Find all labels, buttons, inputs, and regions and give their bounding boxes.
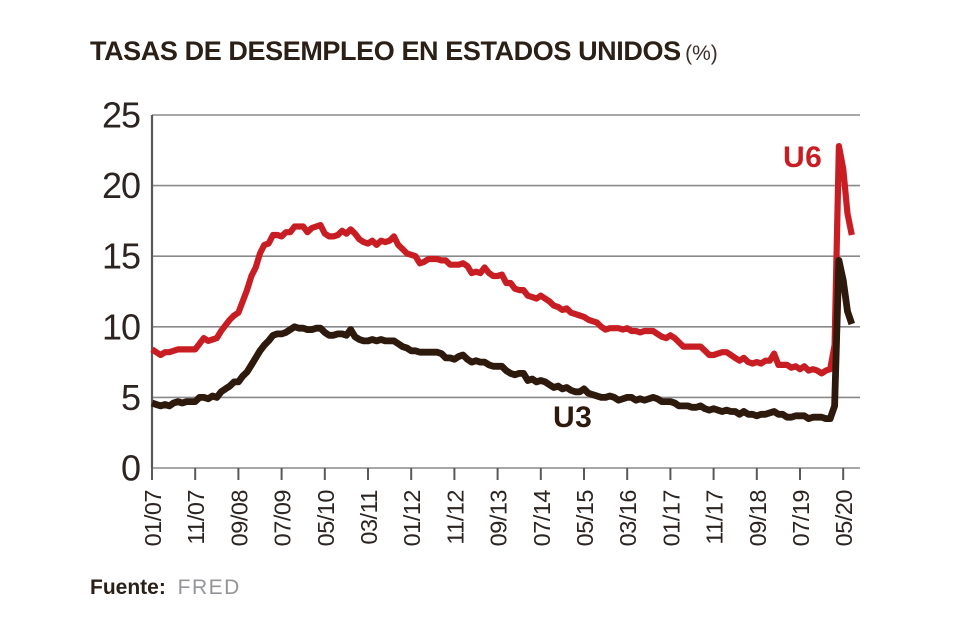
x-tick-label-09/18: 09/18 xyxy=(745,490,771,547)
source-note: Fuente: FRED xyxy=(90,576,241,600)
x-tick-label-05/15: 05/15 xyxy=(572,490,598,547)
x-tick-label-11/12: 11/12 xyxy=(442,490,468,545)
y-tick-label-0: 0 xyxy=(121,448,140,489)
chart-title-text: TASAS DE DESEMPLEO EN ESTADOS UNIDOS xyxy=(90,36,681,66)
x-tick-label-03/11: 03/11 xyxy=(356,490,382,545)
u3-line xyxy=(150,256,856,423)
x-tick-label-05/20: 05/20 xyxy=(831,490,857,547)
x-tick-label-01/17: 01/17 xyxy=(658,490,684,546)
y-tick-label-10: 10 xyxy=(102,306,140,347)
u6-line xyxy=(150,143,855,377)
series-label-u6: U6 xyxy=(783,141,823,174)
x-tick-label-01/07: 01/07 xyxy=(140,490,166,546)
x-tick-label-09/13: 09/13 xyxy=(486,490,512,547)
y-tick-label-5: 5 xyxy=(121,377,140,418)
y-tick-label-20: 20 xyxy=(102,165,140,206)
x-tick-label-07/09: 07/09 xyxy=(270,490,296,546)
source-value: FRED xyxy=(177,576,241,599)
chart-title-unit: (%) xyxy=(685,42,718,65)
x-tick-label-11/17: 11/17 xyxy=(702,490,728,545)
x-tick-label-07/19: 07/19 xyxy=(788,490,814,546)
x-tick-label-11/07: 11/07 xyxy=(183,490,209,545)
chart-title: TASAS DE DESEMPLEO EN ESTADOS UNIDOS (%) xyxy=(90,36,718,67)
series-label-u3: U3 xyxy=(553,401,593,434)
x-tick-label-09/08: 09/08 xyxy=(226,490,252,547)
source-label: Fuente: xyxy=(90,576,166,599)
x-tick-label-05/10: 05/10 xyxy=(313,490,339,547)
x-tick-label-01/12: 01/12 xyxy=(399,490,425,546)
x-tick-label-03/16: 03/16 xyxy=(615,490,641,547)
y-tick-label-15: 15 xyxy=(102,236,140,277)
x-tick-label-07/14: 07/14 xyxy=(529,490,555,547)
y-tick-label-25: 25 xyxy=(102,95,140,136)
